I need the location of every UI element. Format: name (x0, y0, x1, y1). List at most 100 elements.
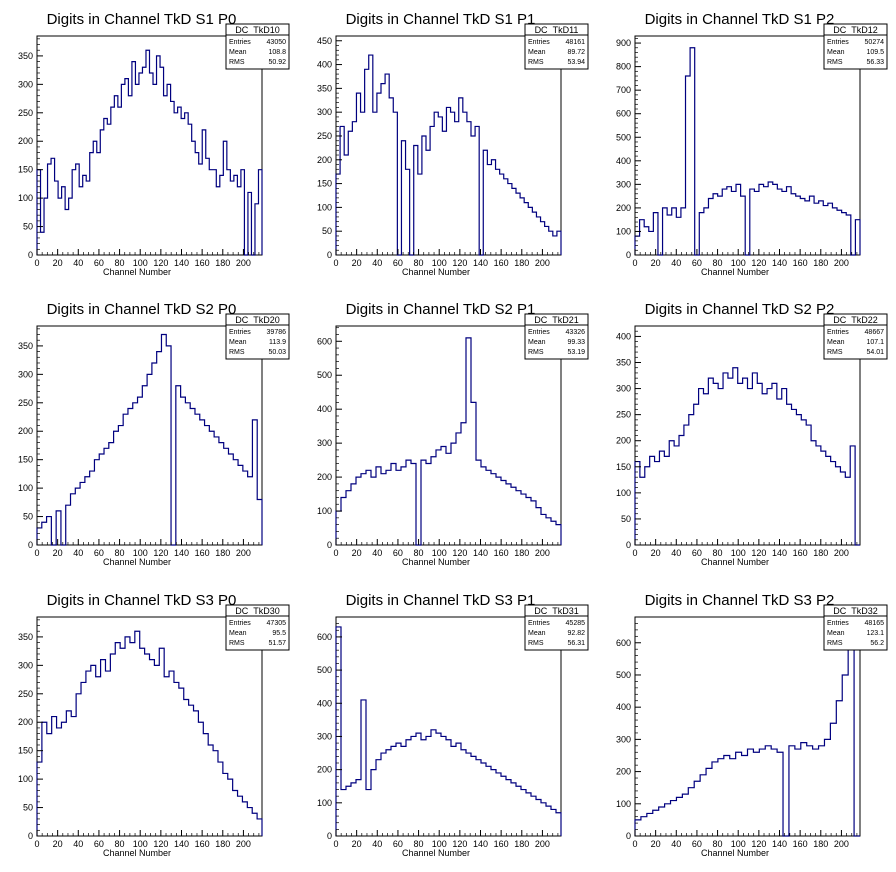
stats-label: Mean (528, 339, 546, 346)
stats-value: 50.03 (268, 349, 286, 356)
stats-box: DC_TkD30 Entries 47305 Mean 95.5 RMS 51.57 (225, 604, 290, 651)
panel-title: Digits in Channel TkD S2 P0 (47, 301, 237, 318)
stats-label: Entries (528, 39, 550, 46)
x-tick-label: 120 (452, 839, 467, 849)
x-tick-label: 40 (73, 839, 83, 849)
y-tick-label: 150 (18, 165, 33, 175)
x-tick-label: 60 (393, 548, 403, 558)
y-tick-label: 300 (317, 731, 332, 741)
y-tick-label: 400 (317, 698, 332, 708)
y-tick-label: 200 (616, 436, 631, 446)
y-tick-label: 0 (28, 540, 33, 550)
x-tick-label: 160 (195, 258, 210, 268)
stats-box-frame (524, 23, 589, 70)
x-tick-label: 80 (414, 839, 424, 849)
stats-value: 48161 (566, 39, 586, 46)
y-tick-label: 250 (317, 131, 332, 141)
x-tick-label: 20 (651, 258, 661, 268)
panel-title: Digits in Channel TkD S3 P1 (346, 592, 536, 609)
plot-frame (335, 325, 562, 546)
stats-value: 123.1 (866, 630, 884, 637)
stats-box-frame (524, 313, 589, 360)
y-tick-label: 200 (18, 717, 33, 727)
y-tick-label: 150 (616, 462, 631, 472)
histogram-line (335, 626, 562, 836)
x-tick-label: 180 (813, 258, 828, 268)
x-tick-label: 160 (793, 548, 808, 558)
x-tick-label: 40 (671, 548, 681, 558)
y-tick-label: 400 (317, 404, 332, 414)
stats-label: RMS (229, 349, 245, 356)
stats-label: Mean (229, 339, 247, 346)
x-axis-label: Channel Number (402, 557, 470, 567)
y-tick-label: 50 (23, 512, 33, 522)
y-tick-label: 50 (621, 514, 631, 524)
stats-box: DC_TkD31 Entries 45285 Mean 92.82 RMS 56.31 (524, 604, 589, 651)
x-axis-label: Channel Number (701, 267, 769, 277)
plot-frame (36, 616, 263, 837)
x-tick-label: 80 (713, 839, 723, 849)
x-tick-label: 140 (772, 258, 787, 268)
x-tick-label: 60 (692, 839, 702, 849)
y-tick-label: 50 (322, 226, 332, 236)
stats-label: RMS (229, 640, 245, 647)
x-tick-label: 120 (153, 258, 168, 268)
stats-box-title: DC_TkD31 (534, 606, 579, 616)
y-tick-label: 150 (317, 179, 332, 189)
y-tick-label: 200 (18, 426, 33, 436)
histogram-line (36, 49, 263, 256)
histogram-panel-DC_TkD32: Digits in Channel TkD S3 P2 0 20 40 60 80 100 1… (616, 592, 888, 858)
x-tick-label: 180 (514, 548, 529, 558)
stats-label: Entries (528, 620, 550, 627)
histogram-panel-DC_TkD30: Digits in Channel TkD S3 P0 0 20 40 60 80 100 1… (18, 592, 290, 858)
stats-label: Mean (528, 49, 546, 56)
x-tick-label: 80 (115, 548, 125, 558)
x-tick-label: 40 (671, 258, 681, 268)
x-tick-label: 160 (195, 839, 210, 849)
stats-value: 39786 (267, 329, 287, 336)
y-tick-label: 350 (317, 83, 332, 93)
y-tick-label: 0 (626, 540, 631, 550)
x-tick-label: 0 (632, 839, 637, 849)
stats-value: 92.82 (567, 630, 585, 637)
x-tick-label: 120 (751, 258, 766, 268)
y-tick-label: 0 (327, 540, 332, 550)
histogram-panel-DC_TkD31: Digits in Channel TkD S3 P1 0 20 40 60 80 100 1… (317, 592, 589, 858)
panel-title: Digits in Channel TkD S1 P0 (47, 11, 237, 28)
x-tick-label: 100 (133, 548, 148, 558)
x-axis-label: Channel Number (103, 848, 171, 858)
x-tick-label: 0 (333, 258, 338, 268)
stats-label: RMS (528, 349, 544, 356)
stats-label: Mean (229, 49, 247, 56)
y-tick-label: 150 (18, 455, 33, 465)
x-tick-label: 100 (731, 839, 746, 849)
x-tick-label: 180 (514, 839, 529, 849)
stats-box: DC_TkD20 Entries 39786 Mean 113.9 RMS 50.03 (225, 313, 290, 360)
stats-label: Entries (229, 620, 251, 627)
y-tick-label: 250 (616, 410, 631, 420)
x-tick-label: 80 (713, 548, 723, 558)
y-tick-label: 200 (317, 765, 332, 775)
y-tick-label: 250 (18, 689, 33, 699)
y-tick-label: 100 (18, 774, 33, 784)
stats-value: 48667 (865, 329, 885, 336)
stats-box: DC_TkD11 Entries 48161 Mean 89.72 RMS 53.94 (524, 23, 589, 70)
x-tick-label: 40 (372, 548, 382, 558)
stats-value: 107.1 (866, 339, 884, 346)
stats-value: 50274 (865, 39, 885, 46)
y-tick-label: 100 (18, 193, 33, 203)
y-tick-label: 350 (18, 632, 33, 642)
x-tick-label: 0 (333, 839, 338, 849)
x-tick-label: 20 (352, 548, 362, 558)
stats-value: 54.01 (866, 349, 884, 356)
stats-label: Mean (827, 339, 845, 346)
x-tick-label: 160 (195, 548, 210, 558)
stats-value: 48165 (865, 620, 885, 627)
y-tick-label: 200 (616, 767, 631, 777)
panel-title: Digits in Channel TkD S1 P1 (346, 11, 536, 28)
stats-label: Entries (229, 329, 251, 336)
x-tick-label: 140 (473, 258, 488, 268)
x-tick-label: 0 (34, 258, 39, 268)
y-tick-label: 0 (28, 831, 33, 841)
